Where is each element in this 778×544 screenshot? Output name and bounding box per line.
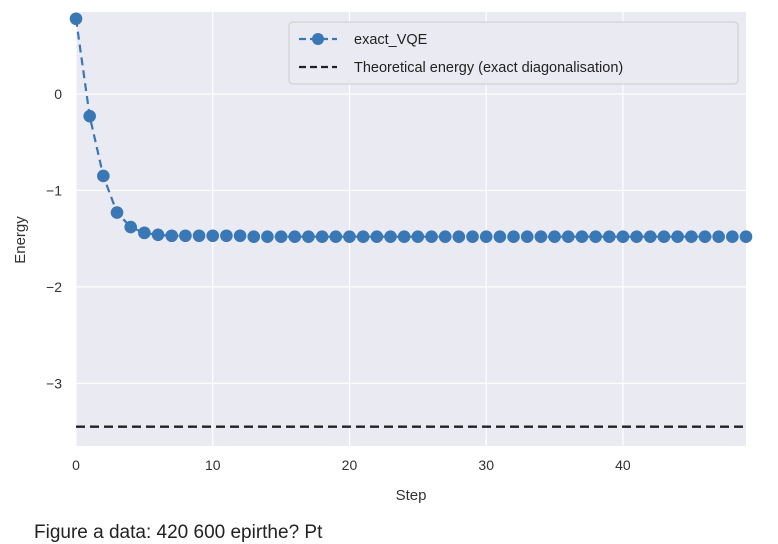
exact-vqe-point [712,230,725,244]
legend-exact-vqe-marker [312,33,324,45]
exact-vqe-point [192,229,206,243]
exact-vqe-point [452,230,466,244]
legend-exact-vqe-label: exact_VQE [354,32,428,48]
exact-vqe-point [466,230,479,244]
exact-vqe-point [356,230,370,244]
exact-vqe-point [602,230,616,244]
y-tick-label: 0 [54,86,62,102]
x-tick-label: 20 [342,457,358,473]
legend-box [288,21,739,85]
exact-vqe-point [698,230,712,244]
exact-vqe-point [630,230,643,244]
exact-vqe-point [643,230,657,244]
exact-vqe-point [274,230,288,244]
exact-vqe-point [616,230,630,244]
x-axis-label: Step [396,487,427,504]
exact-vqe-point [302,230,315,244]
exact-vqe-point [370,230,384,244]
exact-vqe-point [685,230,698,244]
exact-vqe-point [247,230,261,244]
x-tick-label: 10 [205,457,221,473]
exact-vqe-point [151,228,165,242]
exact-vqe-point [561,230,575,244]
exact-vqe-point [343,230,356,244]
y-axis-label: Energy [12,216,29,264]
y-tick-label: −1 [46,182,62,198]
exact-vqe-point [575,230,589,244]
exact-vqe-point [124,220,137,234]
exact-vqe-point [438,230,452,244]
exact-vqe-point [206,229,220,243]
exact-vqe-point [479,230,493,244]
x-tick-label: 30 [478,457,494,473]
exact-vqe-point [233,229,247,243]
tick-labels: 0 10 20 30 40 0 −1 −2 −3 [46,86,631,473]
exact-vqe-point [83,109,96,123]
series-layer [69,12,753,428]
exact-vqe-point [411,230,425,244]
legend-theoretical-label: Theoretical energy (exact diagonalisatio… [354,60,623,76]
exact-vqe-point [534,230,548,244]
exact-vqe-point [739,230,753,244]
exact-vqe-point [329,230,343,244]
exact-vqe-point [589,230,602,244]
exact-vqe-point [493,230,507,244]
y-tick-label: −3 [46,375,62,391]
exact-vqe-point [671,230,684,244]
exact-vqe-point [165,229,179,243]
exact-vqe-point [138,226,151,240]
exact-vqe-point [520,230,534,244]
exact-vqe-point [288,230,302,244]
exact-vqe-point [220,229,233,243]
exact-vqe-point [425,230,438,244]
exact-vqe-point [726,230,739,244]
exact-vqe-point [97,169,110,183]
exact-vqe-point [179,229,192,243]
exact-vqe-point [315,230,329,244]
figure-caption: Figure a data: 420 600 epirthe? Pt [34,522,323,543]
legend: exact_VQE Theoretical energy (exact diag… [288,21,739,85]
y-tick-label: −2 [46,279,62,295]
exact-vqe-point [507,230,520,244]
exact-vqe-point [110,206,124,219]
exact-vqe-point [657,230,671,244]
exact-vqe-point [69,12,83,26]
exact-vqe-point [548,230,561,244]
x-tick-label: 40 [615,457,631,473]
exact-vqe-point [261,230,274,244]
exact-vqe-point [397,230,411,244]
x-tick-label: 0 [72,457,80,473]
exact-vqe-point [384,230,397,244]
